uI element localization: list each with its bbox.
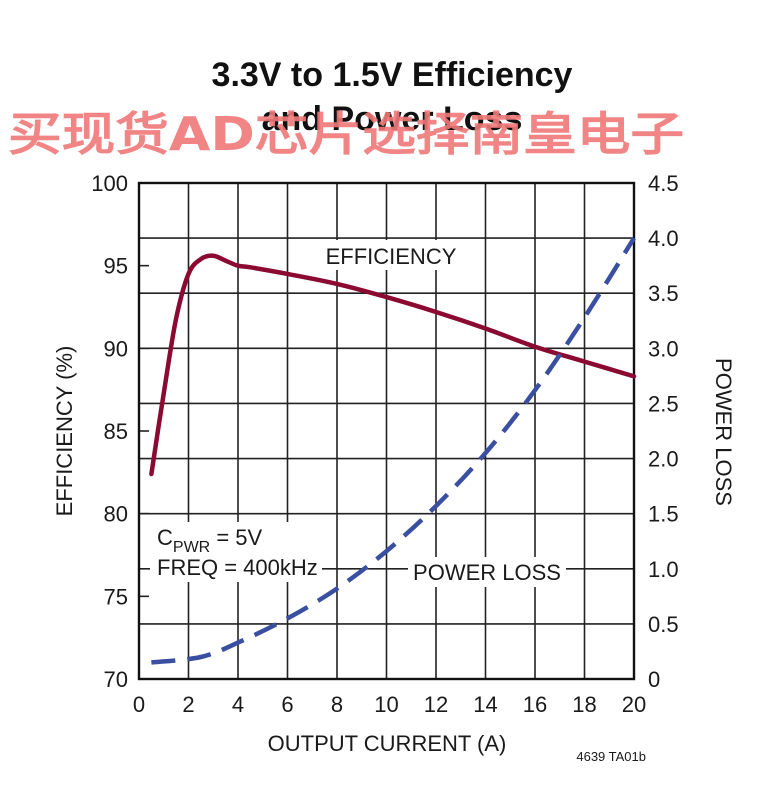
y2-tick-label-4: 2.0 xyxy=(648,447,679,472)
chart-title-line2: and Power Loss xyxy=(262,100,523,138)
y2-tick-label-9: 4.5 xyxy=(648,171,679,196)
y-tick-label-6: 100 xyxy=(91,171,128,196)
y2-tick-label-3: 1.5 xyxy=(648,502,679,527)
x-tick-label-10: 20 xyxy=(622,692,646,717)
y-axis-label: EFFICIENCY (%) xyxy=(52,346,77,517)
y2-tick-label-6: 3.0 xyxy=(648,336,679,361)
x-tick-labels: 0 2 4 6 8 10 12 14 16 18 20 xyxy=(133,692,646,717)
x-tick-label-5: 10 xyxy=(374,692,398,717)
y2-tick-label-0: 0 xyxy=(648,667,660,692)
x-tick-label-2: 4 xyxy=(232,692,244,717)
plot-frame xyxy=(137,181,636,681)
cpwr-subscript: PWR xyxy=(173,539,210,556)
y-tick-label-4: 90 xyxy=(104,336,128,361)
x-tick-label-9: 18 xyxy=(572,692,596,717)
x-tick-label-8: 16 xyxy=(523,692,547,717)
power-loss-label-background xyxy=(408,557,566,587)
x-tick-label-1: 2 xyxy=(182,692,194,717)
power-loss-series-line xyxy=(151,236,636,665)
x-axis-label: OUTPUT CURRENT (A) xyxy=(268,731,507,756)
y-tick-labels: 70 75 80 85 90 95 100 xyxy=(91,171,128,692)
cpwr-value: = 5V xyxy=(210,525,262,550)
figure-code: 4639 TA01b xyxy=(576,749,646,764)
chart-title-line1: 3.3V to 1.5V Efficiency xyxy=(212,56,573,94)
series-points xyxy=(151,238,634,663)
conditions-background xyxy=(150,522,322,582)
cpwr-prefix: C xyxy=(157,525,173,550)
y2-tick-label-7: 3.5 xyxy=(648,281,679,306)
x-tick-label-0: 0 xyxy=(133,692,145,717)
y2-tick-label-1: 0.5 xyxy=(648,612,679,637)
y2-tick-label-2: 1.0 xyxy=(648,557,679,582)
x-tick-label-7: 14 xyxy=(473,692,497,717)
y-tick-label-2: 80 xyxy=(104,502,128,527)
watermark-text: 买现货AD芯片选择南皇电子 xyxy=(8,107,684,161)
y2-tick-label-5: 2.5 xyxy=(648,391,679,416)
freq-condition: FREQ = 400kHz xyxy=(157,555,318,580)
y2-tick-labels: 0 0.5 1.0 1.5 2.0 2.5 3.0 3.5 4.0 4.5 xyxy=(648,171,679,692)
y2-axis-label: POWER LOSS xyxy=(711,358,736,506)
cpwr-condition: CPWR = 5V xyxy=(157,525,263,556)
y-tick-label-3: 85 xyxy=(104,419,128,444)
efficiency-series-line xyxy=(149,253,637,477)
efficiency-label: EFFICIENCY xyxy=(326,244,457,269)
x-tick-label-3: 6 xyxy=(281,692,293,717)
efficiency-label-background xyxy=(322,240,456,270)
x-tick-label-6: 12 xyxy=(424,692,448,717)
y-tick-label-5: 95 xyxy=(104,254,128,279)
power-loss-label: POWER LOSS xyxy=(413,560,561,585)
y-tick-label-1: 75 xyxy=(104,584,128,609)
y2-tick-label-8: 4.0 xyxy=(648,226,679,251)
x-tick-label-4: 8 xyxy=(331,692,343,717)
y-tick-label-0: 70 xyxy=(104,667,128,692)
